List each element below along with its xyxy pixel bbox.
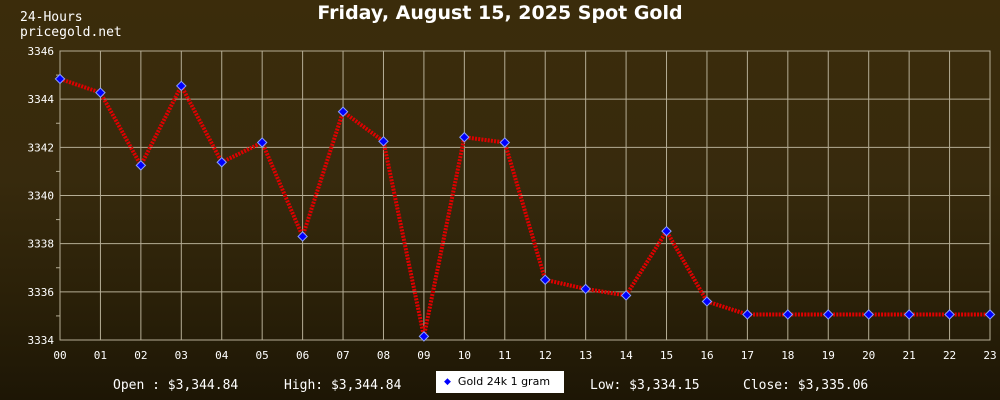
x-tick-label: 02 [134,349,147,362]
data-point [701,296,713,307]
x-tick-label: 20 [862,349,875,362]
brand-site: pricegold.net [20,25,122,40]
data-point [418,331,430,342]
data-point [944,309,955,320]
y-tick-label: 3334 [28,334,55,347]
axis-layer: 3334 3336 3338 3340 3342 3344 3346 00 01 02 03 04 05… [28,45,997,362]
brand-period: 24-Hours [20,10,83,25]
y-tick-label: 3336 [28,286,55,299]
data-point [216,156,228,168]
x-tick-label: 11 [498,349,511,362]
data-point [580,283,591,295]
series-line [59,77,990,339]
data-point [661,225,672,237]
x-tick-label: 16 [700,349,713,362]
close-price: Close: $3,335.06 [743,378,869,393]
low-price: Low: $3,334.15 [590,378,700,393]
x-tick-label: 17 [741,349,754,362]
marker-layer [54,73,996,342]
x-tick-label: 03 [175,349,188,362]
x-tick-label: 14 [619,349,633,362]
legend-marker-icon: ◆ [444,377,451,387]
series-layer [59,77,990,339]
plot-border [59,50,991,341]
x-tick-label: 00 [53,349,66,362]
x-tick-label: 22 [943,349,956,362]
data-point [337,106,349,117]
data-point [175,80,187,92]
chart-legend: ◆ Gold 24k 1 gram [436,371,564,393]
y-tick-label: 3344 [28,93,55,106]
x-tick-label: 23 [983,349,996,362]
legend-series-label: Gold 24k 1 gram [457,375,551,388]
data-point [378,136,389,147]
chart-title: Friday, August 15, 2025 Spot Gold [317,2,683,24]
x-tick-label: 09 [417,349,430,362]
x-tick-label: 21 [903,349,916,362]
data-point [135,160,147,171]
y-tick-label: 3340 [28,190,55,203]
data-point [863,309,875,320]
x-tick-label: 04 [215,349,229,362]
data-point [95,87,106,98]
x-tick-label: 18 [781,349,794,362]
x-tick-label: 13 [579,349,592,362]
open-price: Open : $3,344.84 [113,378,239,393]
data-point [54,73,66,85]
data-point [903,309,915,320]
grid-layer [59,50,991,341]
x-tick-label: 19 [822,349,835,362]
data-point [742,309,753,320]
data-point [822,309,834,320]
x-tick-label: 08 [377,349,390,362]
x-tick-label: 12 [539,349,552,362]
data-point [782,309,794,320]
x-tick-label: 01 [94,349,107,362]
data-point [984,309,996,320]
data-point [297,231,308,242]
y-tick-label: 3346 [28,45,55,58]
high-price: High: $3,344.84 [284,378,402,393]
data-point [459,131,470,143]
data-point [499,137,511,148]
data-point [256,137,268,148]
y-tick-label: 3338 [28,238,55,251]
stats-bar: Open : $3,344.84 High: $3,344.84 Low: $3… [0,378,1000,396]
x-tick-label: 06 [296,349,309,362]
x-tick-label: 10 [458,349,471,362]
y-tick-label: 3342 [28,141,55,154]
data-point [539,274,551,286]
x-tick-label: 15 [660,349,673,362]
brand-label: 24-Hours pricegold.net [20,10,122,40]
x-tick-label: 07 [336,349,349,362]
data-point [620,290,632,301]
x-tick-label: 05 [256,349,269,362]
